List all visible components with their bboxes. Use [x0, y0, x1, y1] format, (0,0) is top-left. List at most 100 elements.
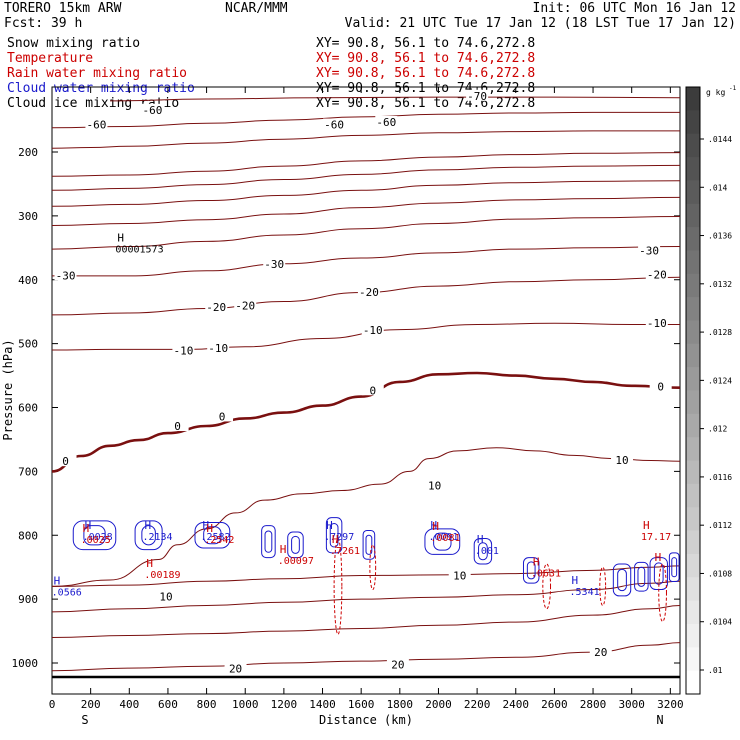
colorbar-tick-label: .0128 — [708, 328, 732, 337]
label-background — [361, 384, 384, 396]
colorbar-tick-label: .012 — [708, 425, 727, 434]
temperature-contour-label: 20 — [391, 658, 404, 671]
maximum-value: .001 — [475, 546, 499, 557]
maximum-value: .0028 — [83, 532, 113, 543]
cloud-water-contour — [141, 525, 156, 546]
field-xy: XY= 90.8, 56.1 to 74.6,272.8 — [316, 51, 535, 66]
maximum-marker: H — [54, 574, 61, 587]
maximum-value: .0631 — [531, 568, 561, 579]
label-background — [263, 257, 286, 269]
label-background — [323, 118, 346, 130]
colorbar-segment — [686, 647, 700, 672]
colorbar-segment — [686, 320, 700, 345]
maximum-marker: H — [85, 519, 92, 532]
temperature-contour-label: 0 — [369, 384, 376, 397]
cloud-water-contour — [424, 528, 461, 555]
maximum-marker: H — [117, 231, 124, 244]
maximum-marker: H — [655, 551, 662, 564]
x-tick-label: 3200 — [657, 698, 684, 711]
colorbar-segment — [686, 623, 700, 648]
maximum-value: 00001573 — [115, 244, 163, 255]
label-background — [466, 89, 489, 101]
x-tick-label: 1000 — [232, 698, 259, 711]
maximum-value: .0081 — [430, 533, 460, 544]
cloud-water-contour — [362, 529, 376, 560]
temperature-contour-label: -30 — [639, 244, 659, 257]
rain-contour — [333, 537, 343, 635]
temperature-contour-label: -30 — [56, 269, 76, 282]
temperature-contour — [51, 196, 681, 226]
colorbar-segment — [686, 530, 700, 555]
cloud-water-contour — [634, 561, 649, 592]
cloud-water-contour — [83, 525, 106, 546]
maximum-marker: H — [477, 533, 484, 546]
temperature-contour — [51, 642, 681, 672]
x-tick-label: 1600 — [348, 698, 375, 711]
temperature-contour — [51, 216, 681, 250]
label-background — [166, 420, 189, 432]
cloud-water-contour — [637, 566, 646, 587]
label-background — [448, 569, 471, 581]
x-tick-label: 1200 — [271, 698, 298, 711]
temperature-contour-label: -10 — [363, 324, 383, 337]
field-xy: XY= 90.8, 56.1 to 74.6,272.8 — [316, 66, 535, 81]
temperature-contour-label: -20 — [206, 301, 226, 314]
temperature-contour-label: -60 — [87, 119, 107, 132]
temperature-contour-label: -20 — [235, 299, 255, 312]
cloud-water-contour — [365, 534, 373, 555]
plot-frame — [51, 86, 681, 695]
colorbar-tick-label: .0144 — [708, 135, 732, 144]
contour-layer: -60 -60 -60 -60 -70 -30 -30 -20 -20 -20 -20 -30 -10 -… — [51, 89, 681, 679]
center-title: NCAR/MMM — [225, 1, 288, 16]
y-tick-label: 1000 — [12, 657, 39, 670]
cloud-water-contour — [478, 542, 488, 561]
label-background — [172, 344, 195, 356]
temperature-contour — [51, 130, 680, 149]
colorbar-unit-exponent: -1 — [729, 85, 737, 92]
x-tick-label: 2400 — [503, 698, 530, 711]
x-tick-label: 200 — [81, 698, 101, 711]
maximum-marker: H — [643, 519, 650, 532]
cloud-water-contour — [329, 523, 339, 548]
colorbar-segment — [686, 110, 700, 135]
cloud-water-contour — [473, 537, 493, 565]
cloud-water-contour — [72, 520, 117, 551]
label-background — [211, 410, 234, 422]
maximum-value: .5341 — [570, 587, 600, 598]
temperature-contour-label: -20 — [359, 286, 379, 299]
colorbar-segment — [686, 203, 700, 228]
colorbar-frame — [685, 86, 701, 695]
temperature-contour — [51, 152, 681, 177]
maximum-marker: H — [432, 520, 439, 533]
cloud-water-contour — [134, 520, 163, 551]
cloud-water-contour — [671, 557, 678, 578]
y-tick-label: 400 — [18, 274, 38, 287]
label-background — [645, 268, 668, 280]
cloud-water-contour — [617, 568, 627, 592]
maximum-value: .2542 — [204, 535, 234, 546]
x-tick-label: 400 — [119, 698, 139, 711]
rain-contour — [369, 544, 377, 591]
y-tick-label: 900 — [18, 593, 38, 606]
x-tick-label: 2800 — [580, 698, 607, 711]
maximum-marker: H — [144, 519, 151, 532]
init-time: Init: 06 UTC Mon 16 Jan 12 — [533, 1, 737, 16]
label-background — [361, 324, 384, 336]
colorbar-segment — [686, 390, 700, 415]
label-background — [207, 342, 230, 354]
colorbar-segment — [686, 600, 700, 625]
x-tick-label: 3000 — [618, 698, 645, 711]
maximum-value: .0566 — [52, 587, 82, 598]
x-tick-label: 600 — [158, 698, 178, 711]
valid-time: Valid: 21 UTC Tue 17 Jan 12 (18 LST Tue … — [345, 16, 736, 31]
colorbar-segment — [686, 577, 700, 602]
colorbar-segment — [686, 437, 700, 462]
maximum-marker: H — [202, 519, 209, 532]
temperature-contour — [51, 565, 681, 587]
maximum-marker: H — [572, 574, 579, 587]
colorbar-segment — [686, 133, 700, 158]
x-tick-label: 2600 — [541, 698, 568, 711]
field-xy: XY= 90.8, 56.1 to 74.6,272.8 — [316, 81, 535, 96]
label-background — [357, 285, 380, 297]
y-tick-label: 500 — [18, 338, 38, 351]
